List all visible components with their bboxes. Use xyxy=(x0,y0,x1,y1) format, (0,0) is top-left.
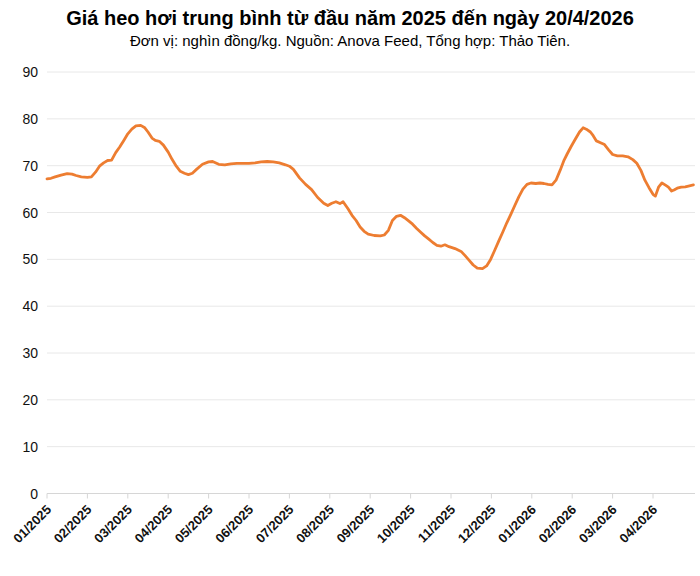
y-axis-label-30: 30 xyxy=(22,345,38,361)
x-axis-label-04/2025: 04/2025 xyxy=(131,502,175,546)
x-axis-label-02/2025: 02/2025 xyxy=(51,502,95,546)
y-axis-label-40: 40 xyxy=(22,298,38,314)
y-axis-label-90: 90 xyxy=(22,64,38,80)
x-axis-label-05/2025: 05/2025 xyxy=(172,502,216,546)
gridlines xyxy=(47,72,695,493)
y-axis-label-10: 10 xyxy=(22,439,38,455)
x-axis-label-11/2025: 11/2025 xyxy=(415,502,458,545)
chart-header: Giá heo hơi trung bình từ đầu năm 2025 đ… xyxy=(0,0,700,50)
chart-title: Giá heo hơi trung bình từ đầu năm 2025 đ… xyxy=(0,0,700,31)
x-axis-label-10/2025: 10/2025 xyxy=(374,502,418,546)
x-axis-label-06/2025: 06/2025 xyxy=(212,502,256,546)
x-axis-label-12/2025: 12/2025 xyxy=(455,502,499,546)
y-axis-label-80: 80 xyxy=(22,111,38,127)
x-axis-label-04/2026: 04/2026 xyxy=(616,502,660,546)
y-axis-label-50: 50 xyxy=(22,251,38,267)
x-axis-label-08/2025: 08/2025 xyxy=(293,502,337,546)
y-axis-label-0: 0 xyxy=(30,486,38,502)
chart-subtitle: Đơn vị: nghìn đồng/kg. Nguồn: Anova Feed… xyxy=(0,31,700,50)
y-axis-label-20: 20 xyxy=(22,392,38,408)
x-axis-label-03/2026: 03/2026 xyxy=(576,502,620,546)
x-axis-label-09/2025: 09/2025 xyxy=(333,502,377,546)
x-axis-label-01/2025: 01/2025 xyxy=(10,502,54,546)
y-axis-labels: 0 10 20 30 40 50 60 70 80 90 xyxy=(22,64,38,501)
x-axis: 01/202502/202503/202504/202505/202506/20… xyxy=(10,494,660,546)
price-line-chart: 0 10 20 30 40 50 60 70 80 90 01/202502/202503/2025… xyxy=(0,50,700,566)
x-axis-label-07/2025: 07/2025 xyxy=(253,502,297,546)
x-axis-label-02/2026: 02/2026 xyxy=(535,502,579,546)
x-axis-label-01/2026: 01/2026 xyxy=(495,502,539,546)
y-axis-label-60: 60 xyxy=(22,205,38,221)
price-series-line xyxy=(47,125,693,268)
y-axis-label-70: 70 xyxy=(22,158,38,174)
x-axis-label-03/2025: 03/2025 xyxy=(91,502,135,546)
